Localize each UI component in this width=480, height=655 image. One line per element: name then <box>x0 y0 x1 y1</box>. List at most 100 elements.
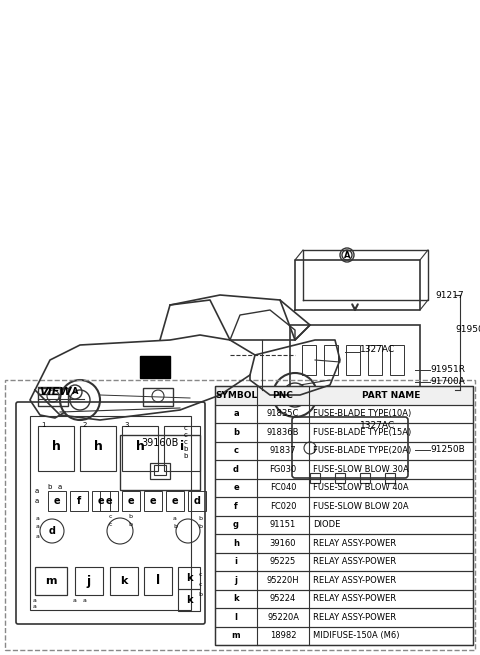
Bar <box>215 441 473 460</box>
Bar <box>178 567 200 589</box>
Text: h: h <box>94 440 102 453</box>
Bar <box>215 626 473 645</box>
Text: c: c <box>108 521 112 527</box>
Text: 91951R: 91951R <box>430 365 465 375</box>
Text: SYMBOL: SYMBOL <box>215 391 257 400</box>
Text: i: i <box>180 440 184 453</box>
Text: 95225: 95225 <box>270 557 296 567</box>
Text: a: a <box>83 597 87 603</box>
Text: h: h <box>51 440 60 453</box>
Bar <box>215 460 473 479</box>
Text: b: b <box>128 521 132 527</box>
Text: RELAY ASSY-POWER: RELAY ASSY-POWER <box>313 576 396 585</box>
Bar <box>178 589 200 611</box>
Bar <box>215 590 473 608</box>
Text: b: b <box>198 515 202 521</box>
Text: j: j <box>87 574 91 588</box>
Bar <box>215 423 473 441</box>
Text: MIDIFUSE-150A (M6): MIDIFUSE-150A (M6) <box>313 631 399 640</box>
Text: e: e <box>54 496 60 506</box>
Text: VIEW: VIEW <box>39 387 72 397</box>
Text: c: c <box>233 446 239 455</box>
Bar <box>80 426 116 471</box>
Bar <box>154 465 166 475</box>
Text: c: c <box>198 582 202 588</box>
Text: FG030: FG030 <box>269 465 297 474</box>
Text: 91217: 91217 <box>435 291 464 299</box>
Text: g: g <box>233 520 239 529</box>
Text: e: e <box>106 496 112 506</box>
Text: b: b <box>233 428 239 437</box>
Bar <box>122 491 140 511</box>
Text: e: e <box>150 496 156 506</box>
Bar <box>164 426 200 471</box>
Text: h: h <box>135 440 144 453</box>
Text: c: c <box>184 425 188 431</box>
Text: 91151: 91151 <box>270 520 296 529</box>
Text: f: f <box>77 496 81 506</box>
Bar <box>38 388 68 406</box>
Text: d: d <box>193 496 201 506</box>
Bar <box>35 567 67 595</box>
Text: c: c <box>108 514 112 519</box>
Text: d: d <box>48 526 56 536</box>
Text: 3: 3 <box>125 422 129 428</box>
Text: b: b <box>184 446 188 452</box>
Text: A: A <box>344 250 350 259</box>
Text: d: d <box>233 465 239 474</box>
Bar <box>368 345 382 375</box>
Bar <box>5 380 475 650</box>
Text: k: k <box>120 576 128 586</box>
Bar <box>150 463 170 479</box>
Text: 91835C: 91835C <box>267 409 299 419</box>
Bar <box>215 571 473 590</box>
Text: FC020: FC020 <box>270 502 296 511</box>
Bar <box>215 386 473 405</box>
Bar <box>385 473 395 483</box>
Bar <box>215 497 473 515</box>
Text: PART NAME: PART NAME <box>362 391 420 400</box>
Bar <box>70 491 88 511</box>
Text: 39160B: 39160B <box>141 438 179 448</box>
Text: 91950D: 91950D <box>455 326 480 335</box>
Text: k: k <box>186 595 192 605</box>
Text: DIODE: DIODE <box>313 520 340 529</box>
Text: 95220H: 95220H <box>267 576 300 585</box>
Bar <box>215 479 473 497</box>
Text: RELAY ASSY-POWER: RELAY ASSY-POWER <box>313 557 396 567</box>
Bar <box>215 386 473 645</box>
Bar <box>215 405 473 423</box>
Text: a: a <box>35 498 39 504</box>
Bar <box>346 345 360 375</box>
Text: c: c <box>184 432 188 438</box>
Text: k: k <box>186 573 192 583</box>
Text: 1327AC: 1327AC <box>360 421 395 430</box>
Text: 95224: 95224 <box>270 594 296 603</box>
Bar <box>215 553 473 571</box>
Text: A: A <box>72 388 78 396</box>
Bar <box>122 426 158 471</box>
Bar <box>188 491 206 511</box>
Bar <box>215 608 473 626</box>
Bar <box>290 325 420 390</box>
Bar <box>324 345 338 375</box>
Bar <box>120 435 200 490</box>
Text: a: a <box>36 523 40 529</box>
Text: c: c <box>198 572 202 578</box>
Text: e: e <box>233 483 239 493</box>
Text: l: l <box>235 612 238 622</box>
Text: 1: 1 <box>41 422 45 428</box>
Text: FUSE-BLADE TYPE(15A): FUSE-BLADE TYPE(15A) <box>313 428 411 437</box>
Text: a: a <box>173 515 177 521</box>
Text: FUSE-BLADE TYPE(20A): FUSE-BLADE TYPE(20A) <box>313 446 411 455</box>
Bar <box>140 356 170 378</box>
Text: b: b <box>48 484 52 490</box>
Text: 91250B: 91250B <box>430 445 465 455</box>
Text: FUSE-BLADE TYPE(10A): FUSE-BLADE TYPE(10A) <box>313 409 411 419</box>
Text: 91837: 91837 <box>270 446 296 455</box>
Text: b: b <box>128 514 132 519</box>
Bar <box>110 567 138 595</box>
Bar <box>215 515 473 534</box>
Text: b: b <box>184 453 188 459</box>
Text: m: m <box>232 631 240 640</box>
